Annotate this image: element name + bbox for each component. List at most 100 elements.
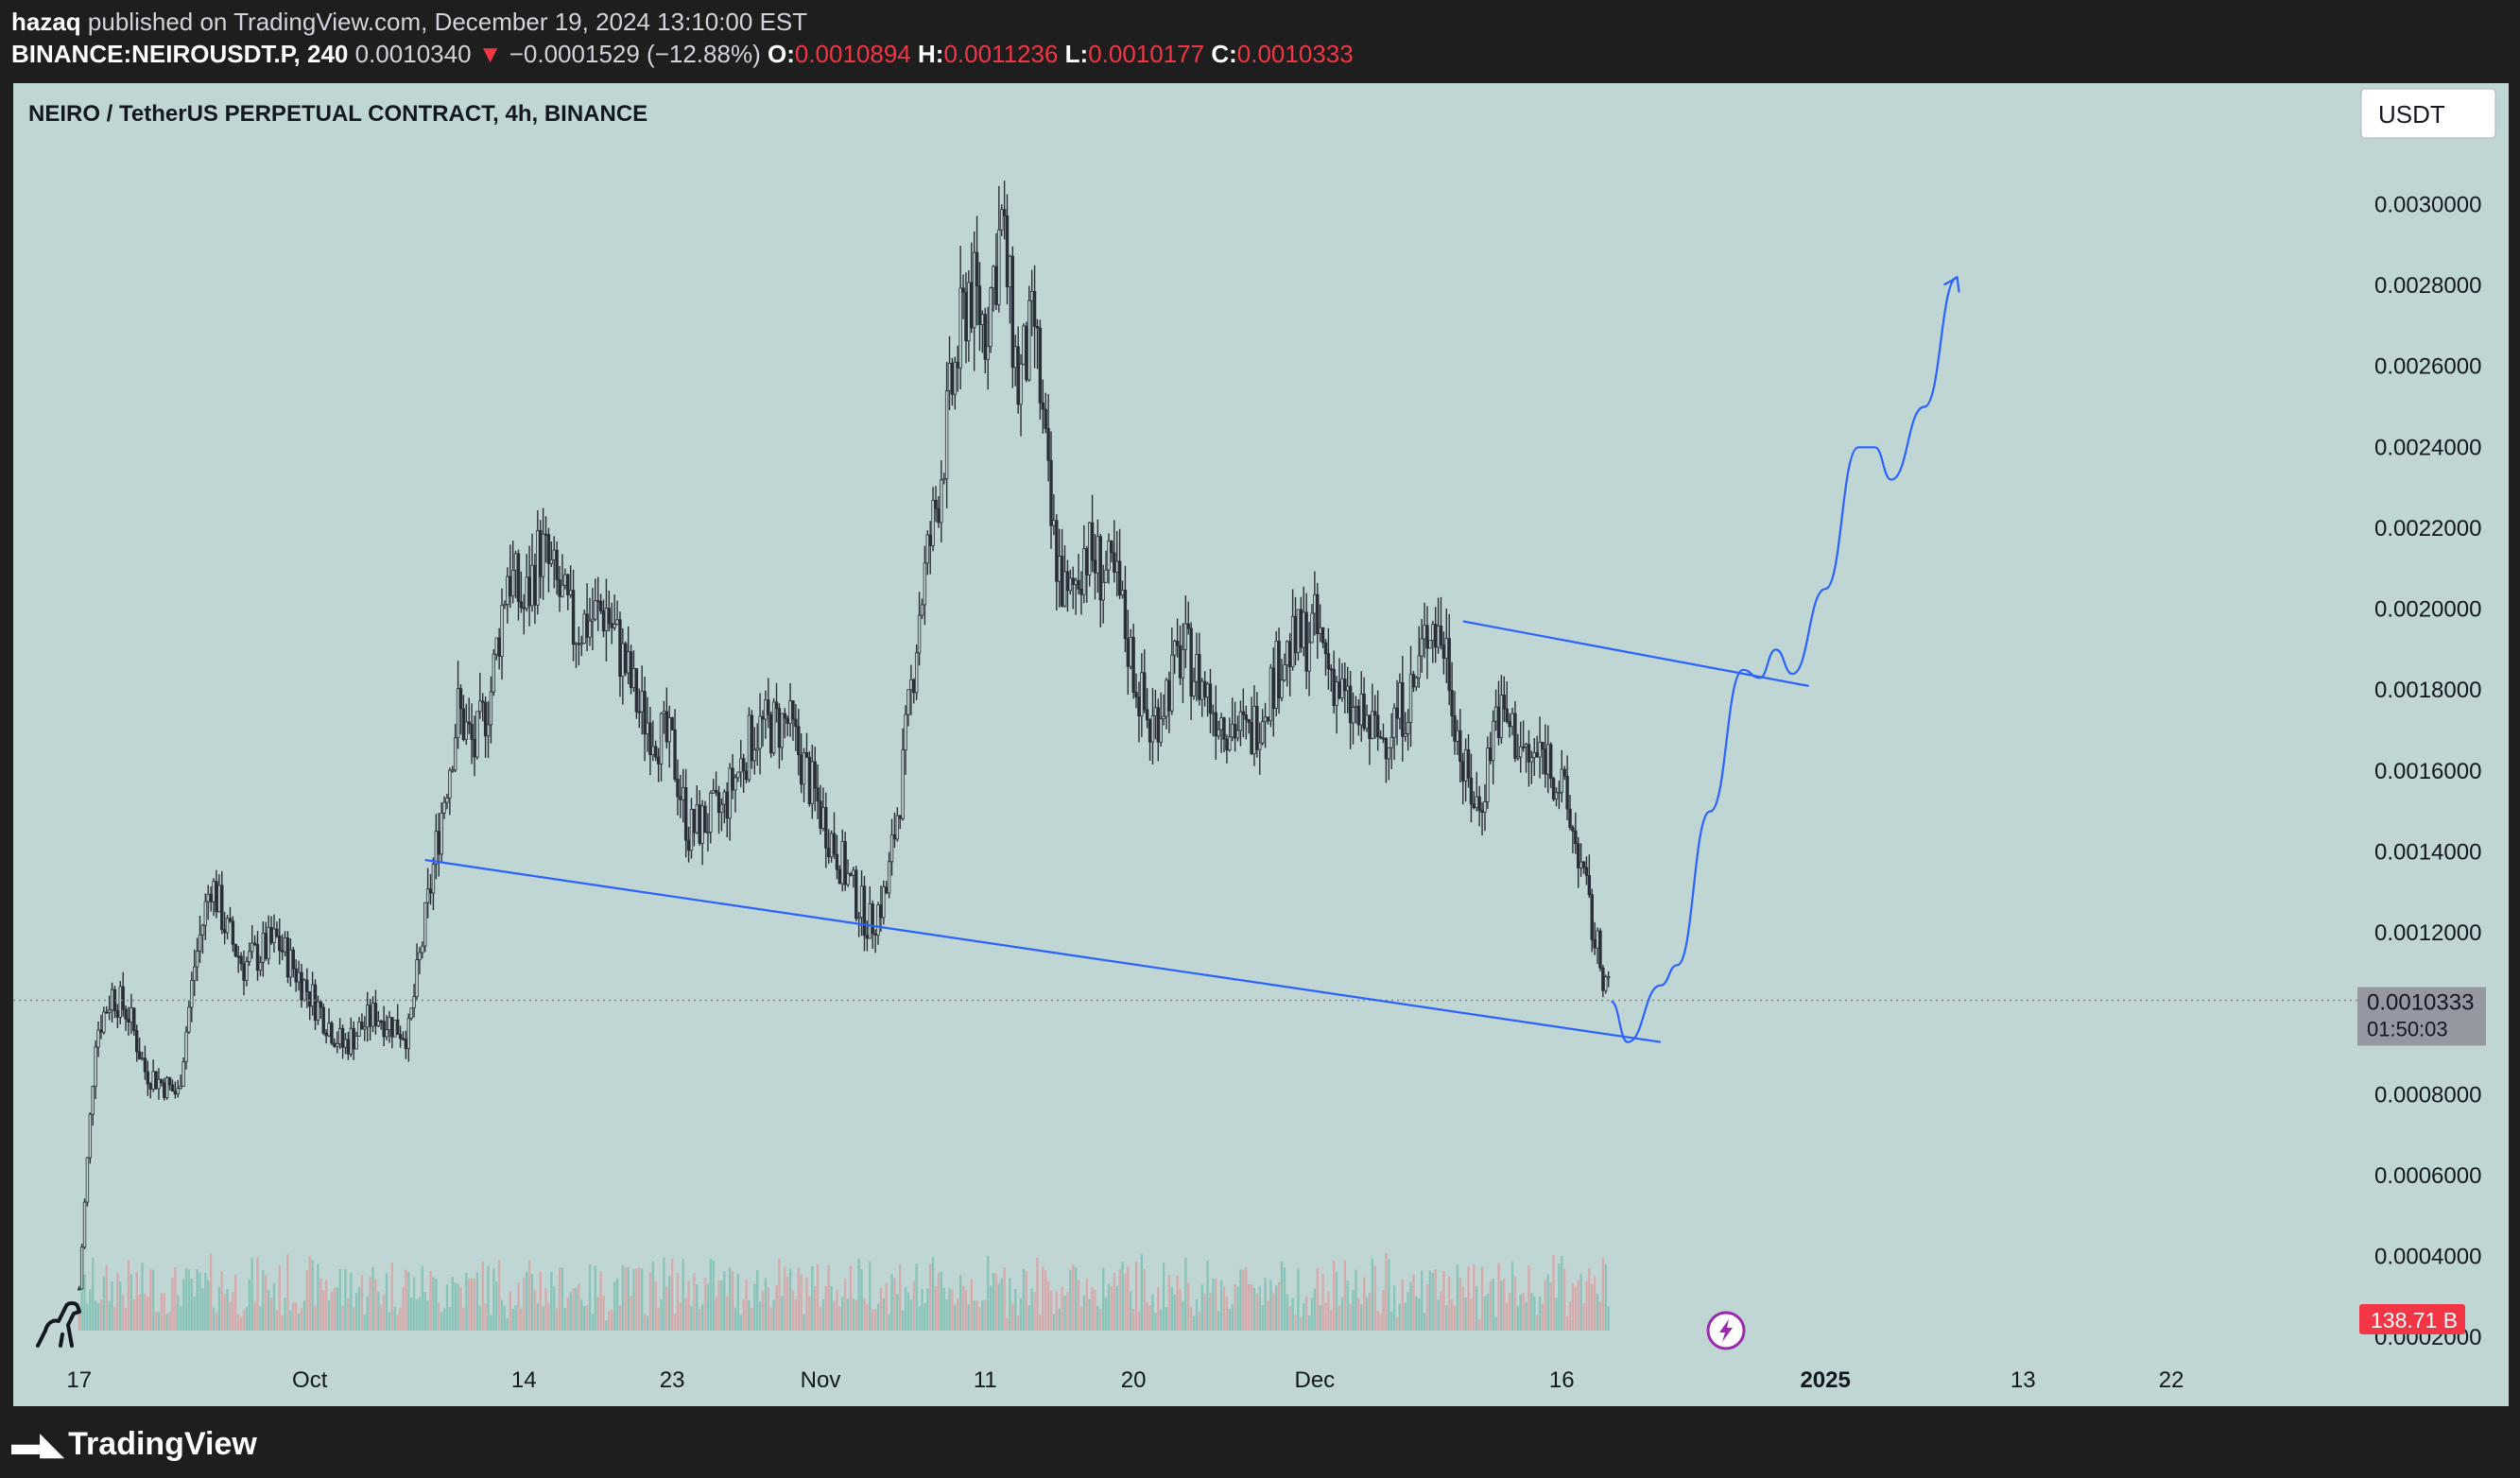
volume-bar [292,1302,295,1331]
volume-bar [129,1274,133,1331]
volume-bar [232,1291,234,1331]
candle-body [437,831,440,855]
candle-body [124,1008,128,1020]
volume-bar [132,1299,136,1331]
candle-body [330,1023,334,1044]
lightning-icon[interactable] [1706,1311,1746,1350]
volume-bar [160,1293,164,1331]
candle-body [1120,590,1125,596]
price-chart[interactable]: NEIRO / TetherUS PERPETUAL CONTRACT, 4h,… [13,83,2509,1406]
candle-body [1375,714,1380,738]
candle-body [1167,679,1171,712]
dinosaur-icon[interactable] [36,1301,81,1348]
candle-body [571,590,576,645]
candle-body [115,1010,120,1018]
published-text: published on TradingView.com, December 1… [87,8,808,36]
volume-bar [1099,1309,1102,1331]
candle-body [1060,556,1064,607]
candle-body [972,251,976,329]
candle-body [767,699,770,715]
volume-bar [1464,1297,1467,1331]
volume-bar [572,1288,575,1331]
candle-body [549,559,554,564]
volume-bar [1003,1267,1006,1331]
volume-bar [1349,1303,1352,1331]
candle-body [882,886,886,919]
candle-body [1029,290,1034,301]
volume-bar [901,1311,905,1331]
candle-body [503,604,507,607]
candle-body [871,903,874,935]
candle-body [859,885,864,919]
volume-bar [1074,1266,1078,1331]
volume-bar [377,1291,380,1331]
volume-bar [1450,1299,1454,1331]
volume-bar [1307,1315,1311,1331]
candle-body [1087,522,1092,576]
candle-body [1143,672,1147,711]
volume-bar [80,1269,83,1331]
volume-bar [1577,1280,1579,1331]
volume-bar [229,1301,232,1331]
x-tick-label: 2025 [1800,1367,1850,1393]
candle-body [771,701,776,754]
volume-bar [854,1299,857,1331]
candle-body [977,285,982,325]
volume-bar [487,1265,490,1331]
candle-body [470,723,474,740]
candle-body [975,251,979,287]
volume-bar [934,1285,938,1331]
volume-bar [1447,1276,1451,1331]
candle-body [302,979,306,1001]
volume-bar [558,1267,561,1331]
volume-bar [1113,1273,1116,1331]
candle-body [1417,655,1421,679]
currency-button[interactable]: USDT [2360,88,2496,139]
volume-bar [668,1275,671,1331]
brand[interactable]: ▬◣ TradingView [11,1425,257,1463]
volume-bar [96,1302,100,1331]
chart-panel[interactable]: NEIRO / TetherUS PERPETUAL CONTRACT, 4h,… [13,83,2509,1406]
volume-bar [1288,1306,1291,1331]
volume-bar [923,1302,926,1331]
volume-bar [138,1295,141,1331]
volume-bar [1217,1311,1220,1331]
candle-body [1269,667,1273,722]
volume-bar [989,1285,992,1331]
candle-body [215,881,218,913]
volume-bar [92,1258,95,1331]
volume-bar [958,1275,962,1331]
volume-bar [1055,1291,1059,1331]
volume-bar [536,1302,540,1331]
candle-body [1041,402,1044,410]
volume-bar [448,1307,452,1331]
volume-bar [89,1289,92,1331]
candle-body [970,282,974,329]
volume-bar [1538,1296,1542,1331]
volume-bar [657,1307,660,1331]
volume-bar [596,1297,599,1331]
candle-body [1071,577,1075,585]
candle-body [865,935,870,939]
candle-body [640,691,644,713]
candle-body [412,996,416,1009]
candle-body [885,886,889,894]
candle-body [431,863,436,894]
x-tick-label: 23 [660,1367,685,1393]
volume-bar [1096,1306,1099,1331]
volume-bar [613,1281,616,1331]
candle-body [388,1017,391,1031]
volume-bar [706,1283,710,1331]
candle-body [980,314,985,325]
candle-body [1027,300,1031,381]
volume-bar [1261,1305,1264,1331]
volume-bar [1494,1316,1497,1331]
volume-bar [86,1303,89,1331]
candle-body [1475,796,1478,809]
volume-bar [1219,1280,1223,1331]
candle-body [1198,654,1201,700]
candle-body [321,1006,325,1034]
candle-body [764,699,768,720]
candle-body [376,1021,381,1026]
volume-bar [1533,1296,1536,1331]
